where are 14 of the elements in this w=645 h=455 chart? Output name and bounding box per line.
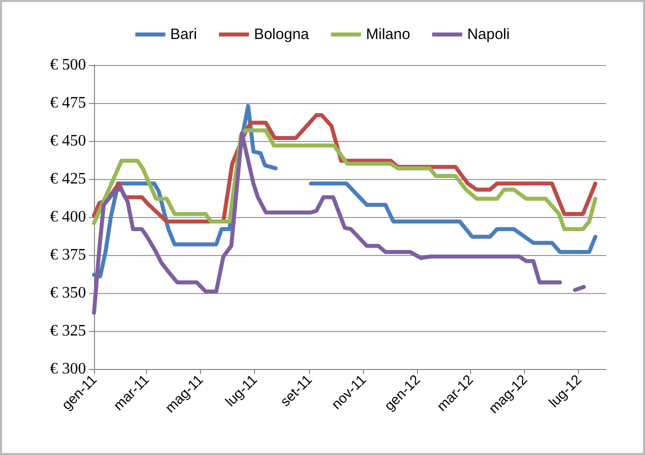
- y-tick-label: € 350: [50, 284, 86, 302]
- y-tick-label: € 450: [50, 132, 86, 150]
- y-tick-label: € 325: [50, 322, 86, 340]
- legend-label: Napoli: [467, 26, 510, 43]
- legend-label: Bologna: [254, 26, 310, 43]
- y-tick-label: € 375: [50, 246, 86, 264]
- y-tick-label: € 425: [50, 170, 86, 188]
- line-series: [92, 128, 598, 232]
- y-tick-label: € 400: [50, 208, 86, 226]
- y-tick-label: € 500: [50, 56, 86, 74]
- legend-label: Milano: [366, 26, 410, 43]
- legend-label: Bari: [170, 26, 197, 43]
- y-tick-label: € 475: [50, 94, 86, 112]
- y-tick-label: € 300: [50, 360, 86, 378]
